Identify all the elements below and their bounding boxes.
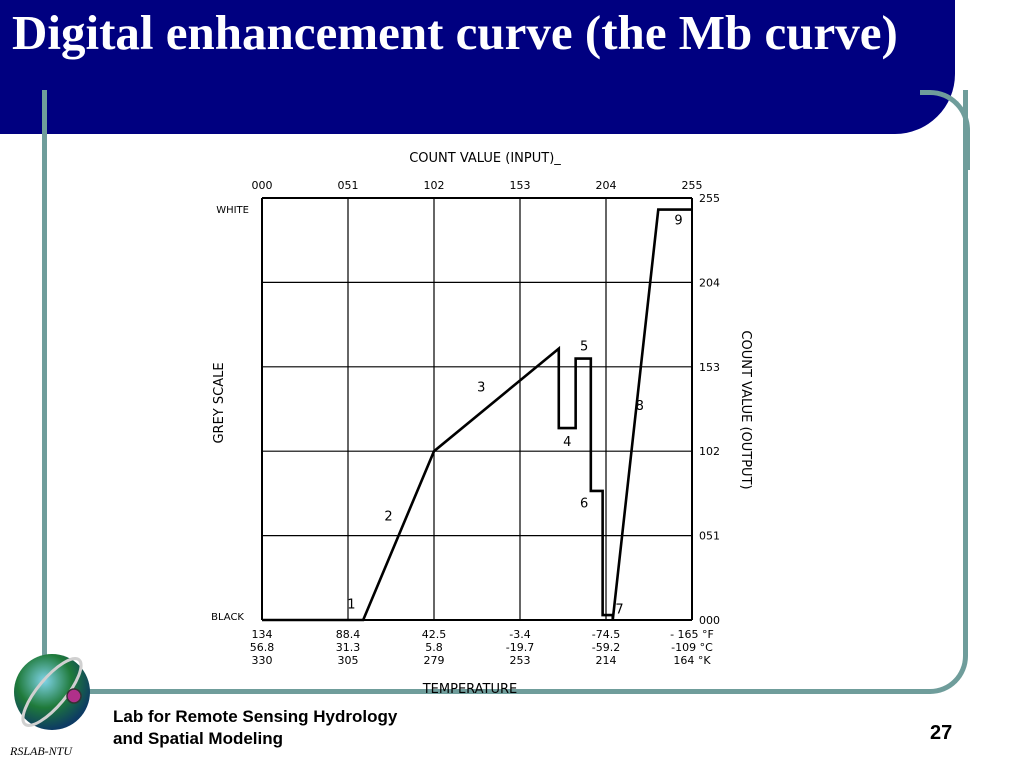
- temperature-tick-c: 31.3: [336, 641, 361, 654]
- temperature-tick-f: -3.4: [509, 628, 530, 641]
- page-number: 27: [930, 722, 953, 744]
- x-axis-label: TEMPERATURE: [422, 682, 518, 697]
- temperature-tick-f: 88.4: [336, 628, 361, 641]
- y-right-tick-label: 204: [699, 276, 720, 289]
- footer-lab-name: Lab for Remote Sensing Hydrology and Spa…: [113, 706, 397, 750]
- temperature-tick-c: -59.2: [592, 641, 620, 654]
- segment-label: 3: [477, 381, 485, 396]
- white-label: WHITE: [216, 205, 249, 216]
- chart-grid: [261, 197, 693, 621]
- y-axis-label-left: GREY SCALE: [212, 362, 227, 443]
- temperature-tick-c: 56.8: [250, 641, 275, 654]
- segment-label: 8: [636, 399, 644, 414]
- chart-data-layer: [262, 208, 692, 622]
- temperature-tick-k: 279: [424, 654, 445, 667]
- y-right-tick-label: 255: [699, 192, 720, 205]
- segment-label: 2: [384, 510, 392, 525]
- y-right-tick-label: 102: [699, 445, 720, 458]
- title-banner: Digital enhancement curve (the Mb curve): [0, 0, 955, 134]
- temperature-tick-k: 330: [252, 654, 273, 667]
- black-label: BLACK: [211, 612, 244, 623]
- x-top-tick-label: 204: [596, 179, 617, 192]
- globe-icon: [14, 654, 90, 730]
- slide-frame-corner: [920, 90, 970, 170]
- x-top-tick-label: 000: [252, 179, 273, 192]
- temperature-tick-k: 305: [338, 654, 359, 667]
- footer-line-1: Lab for Remote Sensing Hydrology: [113, 707, 398, 726]
- temperature-tick-k: 214: [596, 654, 617, 667]
- y-right-tick-label: 000: [699, 614, 720, 627]
- temperature-tick-k: 164 °K: [673, 654, 711, 667]
- x-top-tick-label: 255: [682, 179, 703, 192]
- temperature-tick-f: 134: [252, 628, 273, 641]
- chart-labels: COUNT VALUE (INPUT)_ TEMPERATURE GREY SC…: [211, 151, 753, 697]
- x-top-tick-label: 051: [338, 179, 359, 192]
- slide-frame: [42, 90, 968, 694]
- x-top-tick-label: 102: [424, 179, 445, 192]
- logo-text: RSLAB-NTU: [10, 744, 73, 758]
- y-right-tick-label: 051: [699, 530, 720, 543]
- slide-title: Digital enhancement curve (the Mb curve): [12, 5, 898, 60]
- y-right-tick-label: 153: [699, 361, 720, 374]
- segment-label: 5: [580, 339, 588, 354]
- temperature-tick-c: -19.7: [506, 641, 534, 654]
- segment-label: 4: [563, 435, 571, 450]
- temperature-tick-f: -74.5: [592, 628, 620, 641]
- chart-title: COUNT VALUE (INPUT)_: [409, 151, 561, 166]
- logo: [8, 640, 100, 744]
- x-top-tick-label: 153: [510, 179, 531, 192]
- y-axis-label-right: COUNT VALUE (OUTPUT): [738, 330, 753, 489]
- segment-label: 6: [580, 496, 588, 511]
- segment-label: 7: [615, 602, 623, 617]
- footer-line-2: and Spatial Modeling: [113, 729, 284, 748]
- segment-label: 1: [347, 597, 355, 612]
- temperature-tick-f: - 165 °F: [670, 628, 714, 641]
- temperature-tick-c: -109 °C: [671, 641, 713, 654]
- temperature-tick-c: 5.8: [425, 641, 443, 654]
- temperature-tick-f: 42.5: [422, 628, 447, 641]
- temperature-tick-k: 253: [510, 654, 531, 667]
- segment-label: 9: [674, 213, 682, 228]
- enhancement-curve-line: [262, 208, 692, 622]
